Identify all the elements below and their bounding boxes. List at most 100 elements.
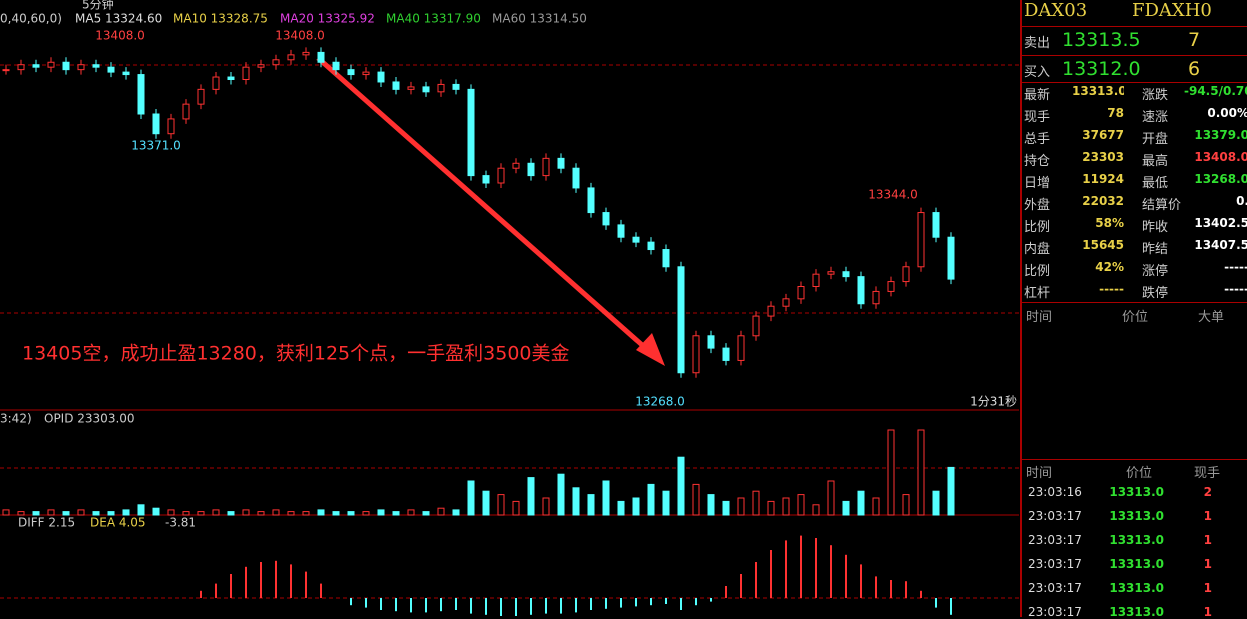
candle bbox=[827, 271, 835, 275]
candle bbox=[287, 54, 295, 61]
volume-bar bbox=[737, 497, 745, 516]
stat-value: 42% bbox=[1095, 260, 1124, 274]
volume-bar bbox=[707, 494, 715, 516]
volume-bar bbox=[662, 490, 670, 516]
trade-qty: 1 bbox=[1203, 581, 1212, 595]
candle bbox=[32, 64, 40, 68]
volume-bar bbox=[182, 511, 190, 516]
trade-qty: 1 bbox=[1203, 533, 1212, 547]
volume-bar bbox=[392, 511, 400, 516]
stat-label: 开盘 bbox=[1142, 132, 1169, 147]
arrow bbox=[316, 56, 652, 354]
volume-bar bbox=[422, 511, 430, 516]
candle bbox=[347, 69, 355, 76]
stat-label: 日增 bbox=[1024, 176, 1051, 191]
candle bbox=[587, 187, 595, 214]
volume-bar bbox=[932, 490, 940, 516]
stat-value: 11924 bbox=[1082, 172, 1124, 186]
chart: 0,40,60,0) 5分钟 MA5 13324.60 MA10 13328.7… bbox=[0, 0, 1019, 616]
stat-value: 37677 bbox=[1082, 128, 1124, 142]
column-header: 时间 bbox=[1026, 466, 1053, 481]
volume-bar bbox=[452, 509, 460, 516]
candle bbox=[332, 61, 340, 71]
volume-bar bbox=[107, 511, 115, 516]
timer: 1分31秒 bbox=[970, 395, 1017, 409]
stat-label: 杠杆 bbox=[1024, 286, 1051, 301]
volume-bar bbox=[917, 429, 925, 516]
stat-value: ----- bbox=[1224, 282, 1247, 296]
candle bbox=[47, 61, 55, 68]
volume-bar bbox=[812, 504, 820, 516]
volume-bar bbox=[407, 509, 415, 516]
volume-bar bbox=[212, 509, 220, 516]
stat-label: 涨停 bbox=[1142, 264, 1169, 279]
candle bbox=[227, 76, 235, 80]
volume-bar bbox=[587, 494, 595, 516]
candle bbox=[887, 281, 895, 292]
trade-time: 23:03:17 bbox=[1028, 557, 1082, 571]
trade-price: 13313.0 bbox=[1109, 533, 1164, 547]
candle bbox=[362, 71, 370, 76]
sell-price: 13313.5 bbox=[1062, 29, 1141, 51]
sell-qty: 7 bbox=[1188, 29, 1201, 51]
stat-label: 最低 bbox=[1142, 176, 1169, 191]
candle bbox=[467, 88, 475, 177]
volume-bar bbox=[122, 509, 130, 516]
trade-time: 23:03:17 bbox=[1028, 581, 1082, 595]
ma60: MA60 13314.50 bbox=[492, 12, 587, 26]
candle bbox=[617, 224, 625, 238]
column-header: 价位 bbox=[1126, 466, 1153, 481]
candle bbox=[152, 113, 160, 135]
candle bbox=[17, 64, 25, 71]
ma5: MA5 13324.60 bbox=[75, 12, 162, 26]
volume-bar bbox=[302, 511, 310, 516]
candle bbox=[782, 298, 790, 307]
volume-bar bbox=[32, 511, 40, 516]
stat-label: 外盘 bbox=[1024, 198, 1051, 213]
candle bbox=[662, 249, 670, 268]
trade-time: 23:03:17 bbox=[1028, 605, 1082, 619]
volume-bar bbox=[272, 509, 280, 516]
volume-bar bbox=[332, 511, 340, 516]
volume-bar bbox=[467, 480, 475, 516]
stat-label: 比例 bbox=[1024, 264, 1051, 279]
code: FDAXH0 bbox=[1132, 0, 1212, 21]
stat-label: 内盘 bbox=[1024, 242, 1051, 257]
opid-label: OPID 23303.00 bbox=[44, 412, 135, 426]
hist-label: -3.81 bbox=[165, 516, 196, 530]
candle bbox=[452, 83, 460, 90]
ma40: MA40 13317.90 bbox=[386, 12, 481, 26]
buy-label: 买入 bbox=[1024, 65, 1051, 80]
volume-bar bbox=[677, 456, 685, 516]
candle bbox=[167, 118, 175, 135]
low-label: 13371.0 bbox=[131, 139, 181, 153]
candle bbox=[437, 83, 445, 93]
volume-bar bbox=[647, 483, 655, 516]
volume-bar bbox=[287, 511, 295, 516]
stat-label: 比例 bbox=[1024, 220, 1051, 235]
candle bbox=[272, 59, 280, 66]
stat-value: 0.00% bbox=[1207, 106, 1247, 120]
candle bbox=[392, 81, 400, 90]
candle bbox=[902, 266, 910, 283]
volume-bar bbox=[752, 490, 760, 516]
stat-label: 昨结 bbox=[1142, 242, 1169, 257]
candle bbox=[872, 290, 880, 305]
stat-value: 22032 bbox=[1082, 194, 1124, 208]
stat-label: 速涨 bbox=[1142, 110, 1169, 125]
candle bbox=[407, 86, 415, 90]
trade-qty: 1 bbox=[1203, 509, 1212, 523]
stat-value: -94.5/0.70% bbox=[1184, 84, 1247, 98]
candle bbox=[197, 88, 205, 105]
stat-label: 持仓 bbox=[1024, 154, 1051, 169]
candle bbox=[932, 212, 940, 238]
stat-value: 13313.0 bbox=[1072, 84, 1124, 98]
column-header: 价位 bbox=[1122, 310, 1149, 325]
candle bbox=[602, 212, 610, 226]
volume-bar bbox=[872, 497, 880, 516]
params: 0,40,60,0) bbox=[0, 12, 62, 26]
candle bbox=[137, 74, 145, 115]
trade-time: 23:03:16 bbox=[1028, 485, 1082, 499]
volume-bar bbox=[92, 511, 100, 516]
ma10: MA10 13328.75 bbox=[173, 12, 268, 26]
